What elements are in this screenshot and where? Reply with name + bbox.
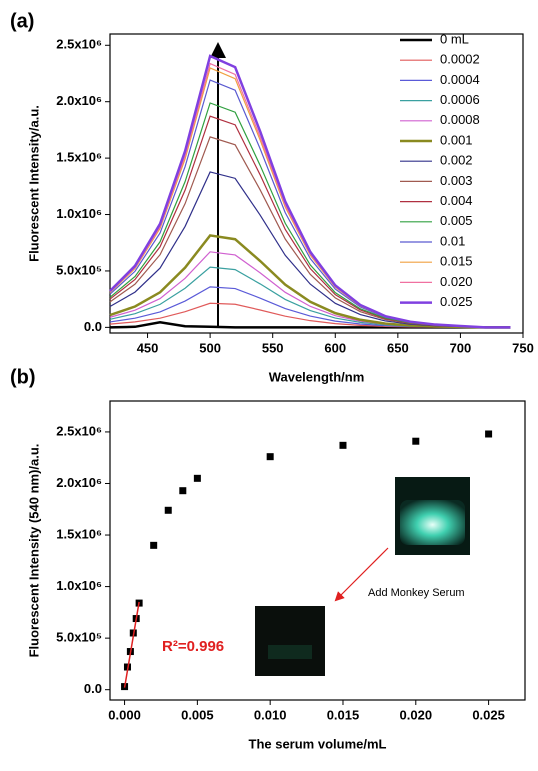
legend-label: 0.002 [440,153,473,168]
legend-label: 0.005 [440,213,473,228]
data-point [485,430,493,438]
legend-label: 0.001 [440,132,473,147]
x-axis-label: The serum volume/mL [249,736,387,751]
data-point [150,541,158,549]
legend-label: 0.020 [440,274,473,289]
y-axis-label: Fluorescent Intensity (540 nm)/a.u. [26,444,41,658]
legend-label: 0.0004 [440,72,480,87]
x-tick-label: 600 [324,340,346,355]
legend-label: 0.003 [440,173,473,188]
x-tick-label: 0.015 [327,707,360,722]
y-tick-label: 2.0x10⁶ [56,475,102,490]
x-tick-label: 650 [387,340,409,355]
legend-label: 0 mL [440,31,469,46]
legend-label: 0.0002 [440,52,480,67]
x-axis-label: Wavelength/nm [269,369,365,384]
inset-dark-vial [255,606,325,676]
legend-label: 0.025 [440,294,473,309]
inset-dark-liquid [268,645,312,659]
y-tick-label: 0.0 [84,319,102,334]
y-tick-label: 5.0x10⁵ [56,262,102,277]
x-tick-label: 750 [512,340,534,355]
y-tick-label: 1.5x10⁶ [56,150,102,165]
y-tick-label: 5.0x10⁵ [56,630,102,645]
r-squared: R²=0.996 [162,638,224,655]
y-tick-label: 2.5x10⁶ [56,423,102,438]
x-tick-label: 500 [199,340,221,355]
x-tick-label: 450 [137,340,159,355]
data-point [164,506,172,514]
legend-label: 0.01 [440,233,465,248]
x-tick-label: 0.005 [181,707,214,722]
x-tick-label: 0.025 [472,707,505,722]
data-point [412,437,420,445]
data-point [193,474,201,482]
y-tick-label: 1.5x10⁶ [56,526,102,541]
legend-label: 0.0006 [440,92,480,107]
data-point [339,441,347,449]
y-tick-label: 1.0x10⁶ [56,206,102,221]
x-tick-label: 700 [450,340,472,355]
inset-glowing-liquid [400,500,465,545]
y-tick-label: 1.0x10⁶ [56,578,102,593]
fit-line [123,601,140,688]
legend-label: 0.0008 [440,112,480,127]
plot-frame [109,400,526,701]
x-tick-label: 0.000 [108,707,141,722]
y-tick-label: 2.0x10⁶ [56,93,102,108]
data-point [266,453,274,461]
legend-label: 0.004 [440,193,473,208]
x-tick-label: 0.020 [400,707,433,722]
legend-label: 0.015 [440,254,473,269]
panel-label: (b) [10,366,36,388]
plot-frame [109,33,524,334]
panel-label: (a) [10,10,34,32]
x-tick-label: 0.010 [254,707,287,722]
x-tick-label: 550 [262,340,284,355]
annotation: Add Monkey Serum [368,587,465,599]
data-point [179,487,187,495]
y-tick-label: 0.0 [84,681,102,696]
y-tick-label: 2.5x10⁶ [56,37,102,52]
y-axis-label: Fluorescent Intensity/a.u. [26,105,41,262]
spectrum-line [109,54,511,329]
annotation-arrow [334,547,389,602]
